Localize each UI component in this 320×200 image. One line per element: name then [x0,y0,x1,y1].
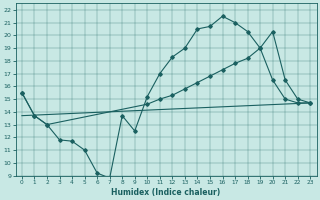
X-axis label: Humidex (Indice chaleur): Humidex (Indice chaleur) [111,188,221,197]
